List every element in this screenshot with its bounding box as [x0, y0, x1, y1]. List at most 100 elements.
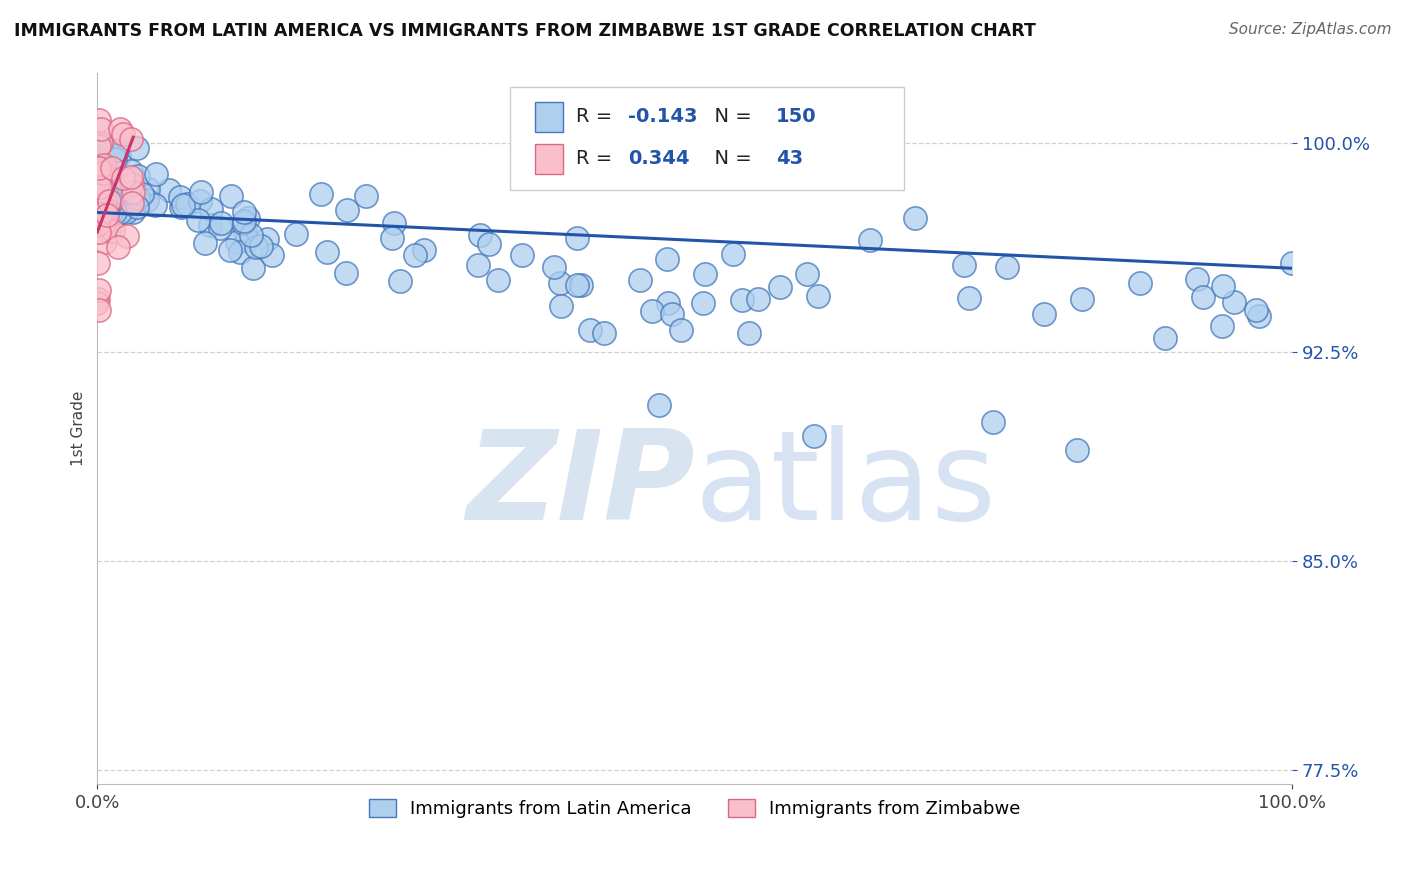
Point	[100, 205, 122, 219]
Point	[550, 276, 572, 290]
Point	[225, 235, 247, 250]
Text: R =: R =	[576, 107, 619, 127]
Point	[93, 201, 115, 215]
Point	[628, 273, 651, 287]
Point	[315, 245, 337, 260]
Point	[120, 131, 142, 145]
Point	[569, 278, 592, 293]
Point	[1066, 442, 1088, 457]
Point	[1192, 291, 1215, 305]
Point	[91, 167, 114, 181]
Point	[1223, 295, 1246, 310]
Point	[94, 202, 117, 216]
Point	[567, 278, 589, 293]
Point	[953, 258, 976, 272]
Point	[87, 152, 110, 166]
Point	[86, 295, 108, 310]
Point	[143, 198, 166, 212]
Point	[90, 121, 112, 136]
Point	[108, 121, 131, 136]
Point	[412, 243, 434, 257]
Point	[93, 184, 115, 198]
Point	[107, 240, 129, 254]
Point	[91, 166, 114, 180]
Point	[97, 190, 120, 204]
Point	[90, 158, 112, 172]
Point	[468, 227, 491, 242]
Point	[1033, 307, 1056, 321]
Point	[90, 152, 112, 166]
Point	[125, 141, 148, 155]
Point	[188, 194, 211, 209]
Point	[136, 182, 159, 196]
FancyBboxPatch shape	[509, 87, 904, 190]
Point	[127, 191, 149, 205]
Point	[87, 206, 110, 220]
Point	[671, 323, 693, 337]
Point	[104, 205, 127, 219]
Text: N =: N =	[702, 149, 758, 169]
Point	[467, 258, 489, 272]
Text: 0.344: 0.344	[628, 149, 689, 169]
Point	[593, 326, 616, 340]
Point	[89, 207, 111, 221]
Point	[250, 238, 273, 252]
Legend: Immigrants from Latin America, Immigrants from Zimbabwe: Immigrants from Latin America, Immigrant…	[361, 791, 1028, 825]
Point	[229, 245, 252, 260]
Point	[90, 209, 112, 223]
Text: R =: R =	[576, 149, 619, 169]
Point	[100, 145, 122, 160]
Point	[87, 161, 110, 175]
Text: N =: N =	[702, 107, 758, 127]
Text: ZIP: ZIP	[465, 425, 695, 546]
Point	[131, 186, 153, 201]
Point	[122, 185, 145, 199]
Point	[983, 415, 1005, 429]
Point	[100, 161, 122, 175]
Point	[93, 194, 115, 208]
Point	[87, 283, 110, 297]
Point	[97, 205, 120, 219]
Point	[1185, 272, 1208, 286]
Point	[90, 147, 112, 161]
Point	[693, 267, 716, 281]
Point	[404, 248, 426, 262]
Point	[104, 153, 127, 167]
Point	[120, 177, 142, 191]
Point	[89, 144, 111, 158]
Point	[91, 175, 114, 189]
Point	[87, 256, 110, 270]
Point	[478, 236, 501, 251]
Point	[769, 280, 792, 294]
Point	[94, 183, 117, 197]
Text: IMMIGRANTS FROM LATIN AMERICA VS IMMIGRANTS FROM ZIMBABWE 1ST GRADE CORRELATION : IMMIGRANTS FROM LATIN AMERICA VS IMMIGRA…	[14, 22, 1036, 40]
Point	[87, 136, 110, 151]
Text: -0.143: -0.143	[628, 107, 697, 127]
Point	[232, 216, 254, 230]
Point	[93, 187, 115, 202]
Point	[111, 127, 134, 141]
Point	[105, 143, 128, 157]
Point	[120, 163, 142, 178]
Point	[747, 292, 769, 306]
Point	[176, 197, 198, 211]
Point	[127, 200, 149, 214]
Point	[107, 147, 129, 161]
Point	[239, 228, 262, 243]
Point	[121, 196, 143, 211]
Point	[510, 248, 533, 262]
Point	[86, 151, 108, 165]
Point	[90, 136, 112, 150]
Point	[209, 216, 232, 230]
Point	[235, 233, 257, 247]
Point	[104, 185, 127, 199]
Point	[169, 190, 191, 204]
Point	[957, 291, 980, 305]
Point	[100, 194, 122, 209]
Point	[208, 221, 231, 235]
Point	[731, 293, 754, 308]
Point	[309, 187, 332, 202]
Point	[87, 303, 110, 318]
Point	[103, 224, 125, 238]
Point	[122, 205, 145, 219]
